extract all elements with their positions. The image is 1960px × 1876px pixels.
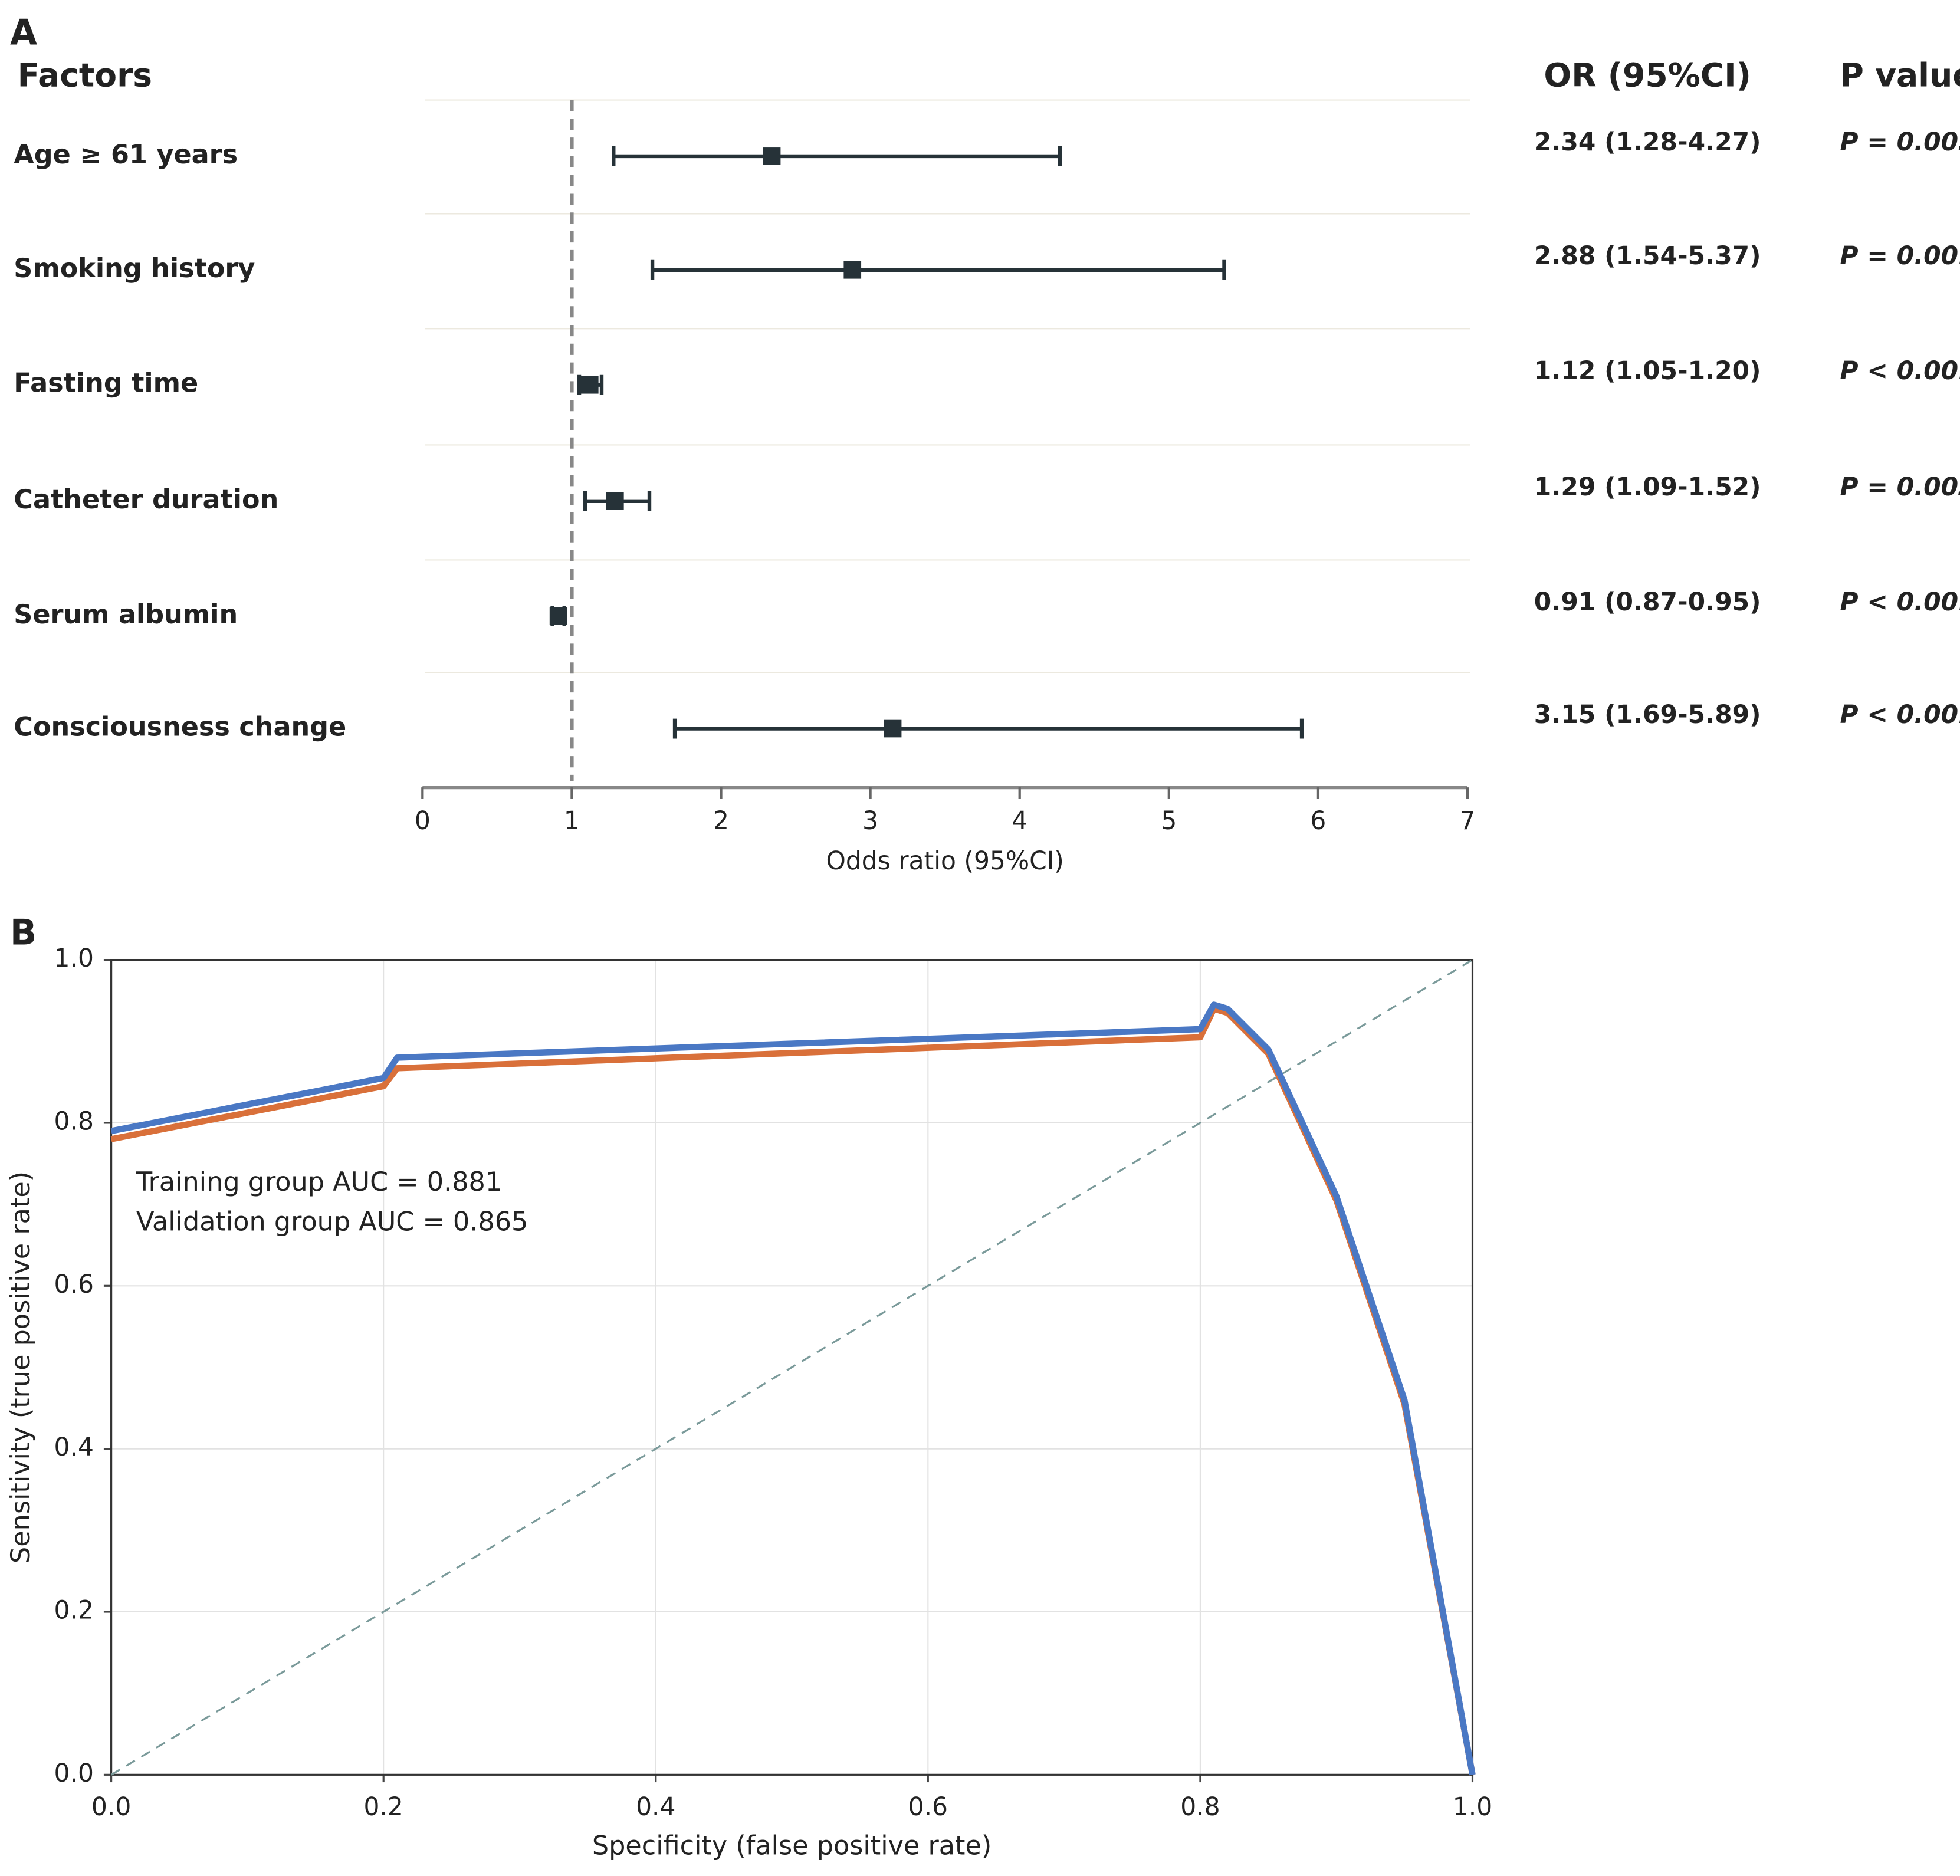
p-value-label: P < 0.001 (1840, 587, 1960, 616)
x-tick-label: 6 (1310, 806, 1326, 835)
roc-curve (110, 1006, 1476, 1776)
p-value-label: P < 0.001 (1840, 700, 1960, 729)
factor-label: Age ≥ 61 years (14, 140, 238, 170)
x-tick-label: 7 (1460, 806, 1476, 835)
y-tick-label: 0.4 (54, 1433, 94, 1461)
p-value-label: P < 0.001 (1840, 356, 1960, 385)
y-tick-label: 0.6 (54, 1270, 94, 1299)
panel-label: A (10, 12, 37, 52)
x-tick-label: 1.0 (1453, 1792, 1492, 1821)
p-value-label: P = 0.001 (1840, 241, 1960, 270)
x-tick-label: 3 (862, 806, 878, 835)
y-tick-label: 0.8 (54, 1106, 94, 1135)
y-axis-label: Sensitivity (true positive rate) (6, 1171, 36, 1563)
x-tick-label: 2 (713, 806, 729, 835)
factor-label: Serum albumin (14, 600, 238, 630)
x-tick-label: 5 (1161, 806, 1177, 835)
or-point (606, 492, 624, 510)
legend-entry: Validation group AUC = 0.865 (136, 1207, 528, 1237)
x-tick-label: 0.4 (636, 1792, 675, 1821)
p-value-label: P = 0.005 (1840, 127, 1960, 156)
column-header: Factors (18, 57, 152, 94)
y-tick-label: 0.0 (54, 1759, 94, 1788)
or-point (763, 147, 781, 165)
factor-label: Catheter duration (14, 485, 278, 515)
p-value-label: P = 0.003 (1840, 472, 1960, 501)
y-tick-label: 1.0 (54, 944, 94, 973)
x-tick-label: 0.0 (91, 1792, 131, 1821)
x-tick-label: 1 (564, 806, 580, 835)
x-tick-label: 0.6 (908, 1792, 948, 1821)
or-point (884, 719, 902, 738)
or-label: 2.88 (1.54-5.37) (1534, 241, 1761, 270)
panel-label: B (10, 912, 37, 952)
roc-curve (110, 1001, 1476, 1776)
legend-entry: Training group AUC = 0.881 (136, 1167, 502, 1197)
column-header: P value (1840, 57, 1960, 94)
x-tick-label: 0.2 (363, 1792, 403, 1821)
x-tick-label: 0.8 (1180, 1792, 1220, 1821)
diagonal-reference (110, 959, 1473, 1776)
column-header: OR (95%CI) (1544, 57, 1751, 94)
y-tick-label: 0.2 (54, 1595, 94, 1624)
factor-label: Smoking history (14, 254, 255, 284)
or-label: 1.29 (1.09-1.52) (1534, 472, 1761, 501)
or-point (843, 261, 862, 279)
or-label: 2.34 (1.28-4.27) (1534, 127, 1761, 156)
x-tick-label: 4 (1012, 806, 1027, 835)
or-point (580, 376, 599, 394)
or-label: 0.91 (0.87-0.95) (1534, 587, 1761, 616)
x-axis-label: Specificity (false positive rate) (592, 1831, 992, 1861)
or-label: 3.15 (1.69-5.89) (1534, 700, 1761, 729)
x-axis-label: Odds ratio (95%CI) (826, 846, 1064, 875)
x-tick-label: 0 (415, 806, 431, 835)
or-label: 1.12 (1.05-1.20) (1534, 356, 1761, 385)
plot-frame (110, 958, 1474, 1776)
or-point (549, 607, 567, 625)
factor-label: Fasting time (14, 369, 198, 399)
factor-label: Consciousness change (14, 712, 346, 742)
